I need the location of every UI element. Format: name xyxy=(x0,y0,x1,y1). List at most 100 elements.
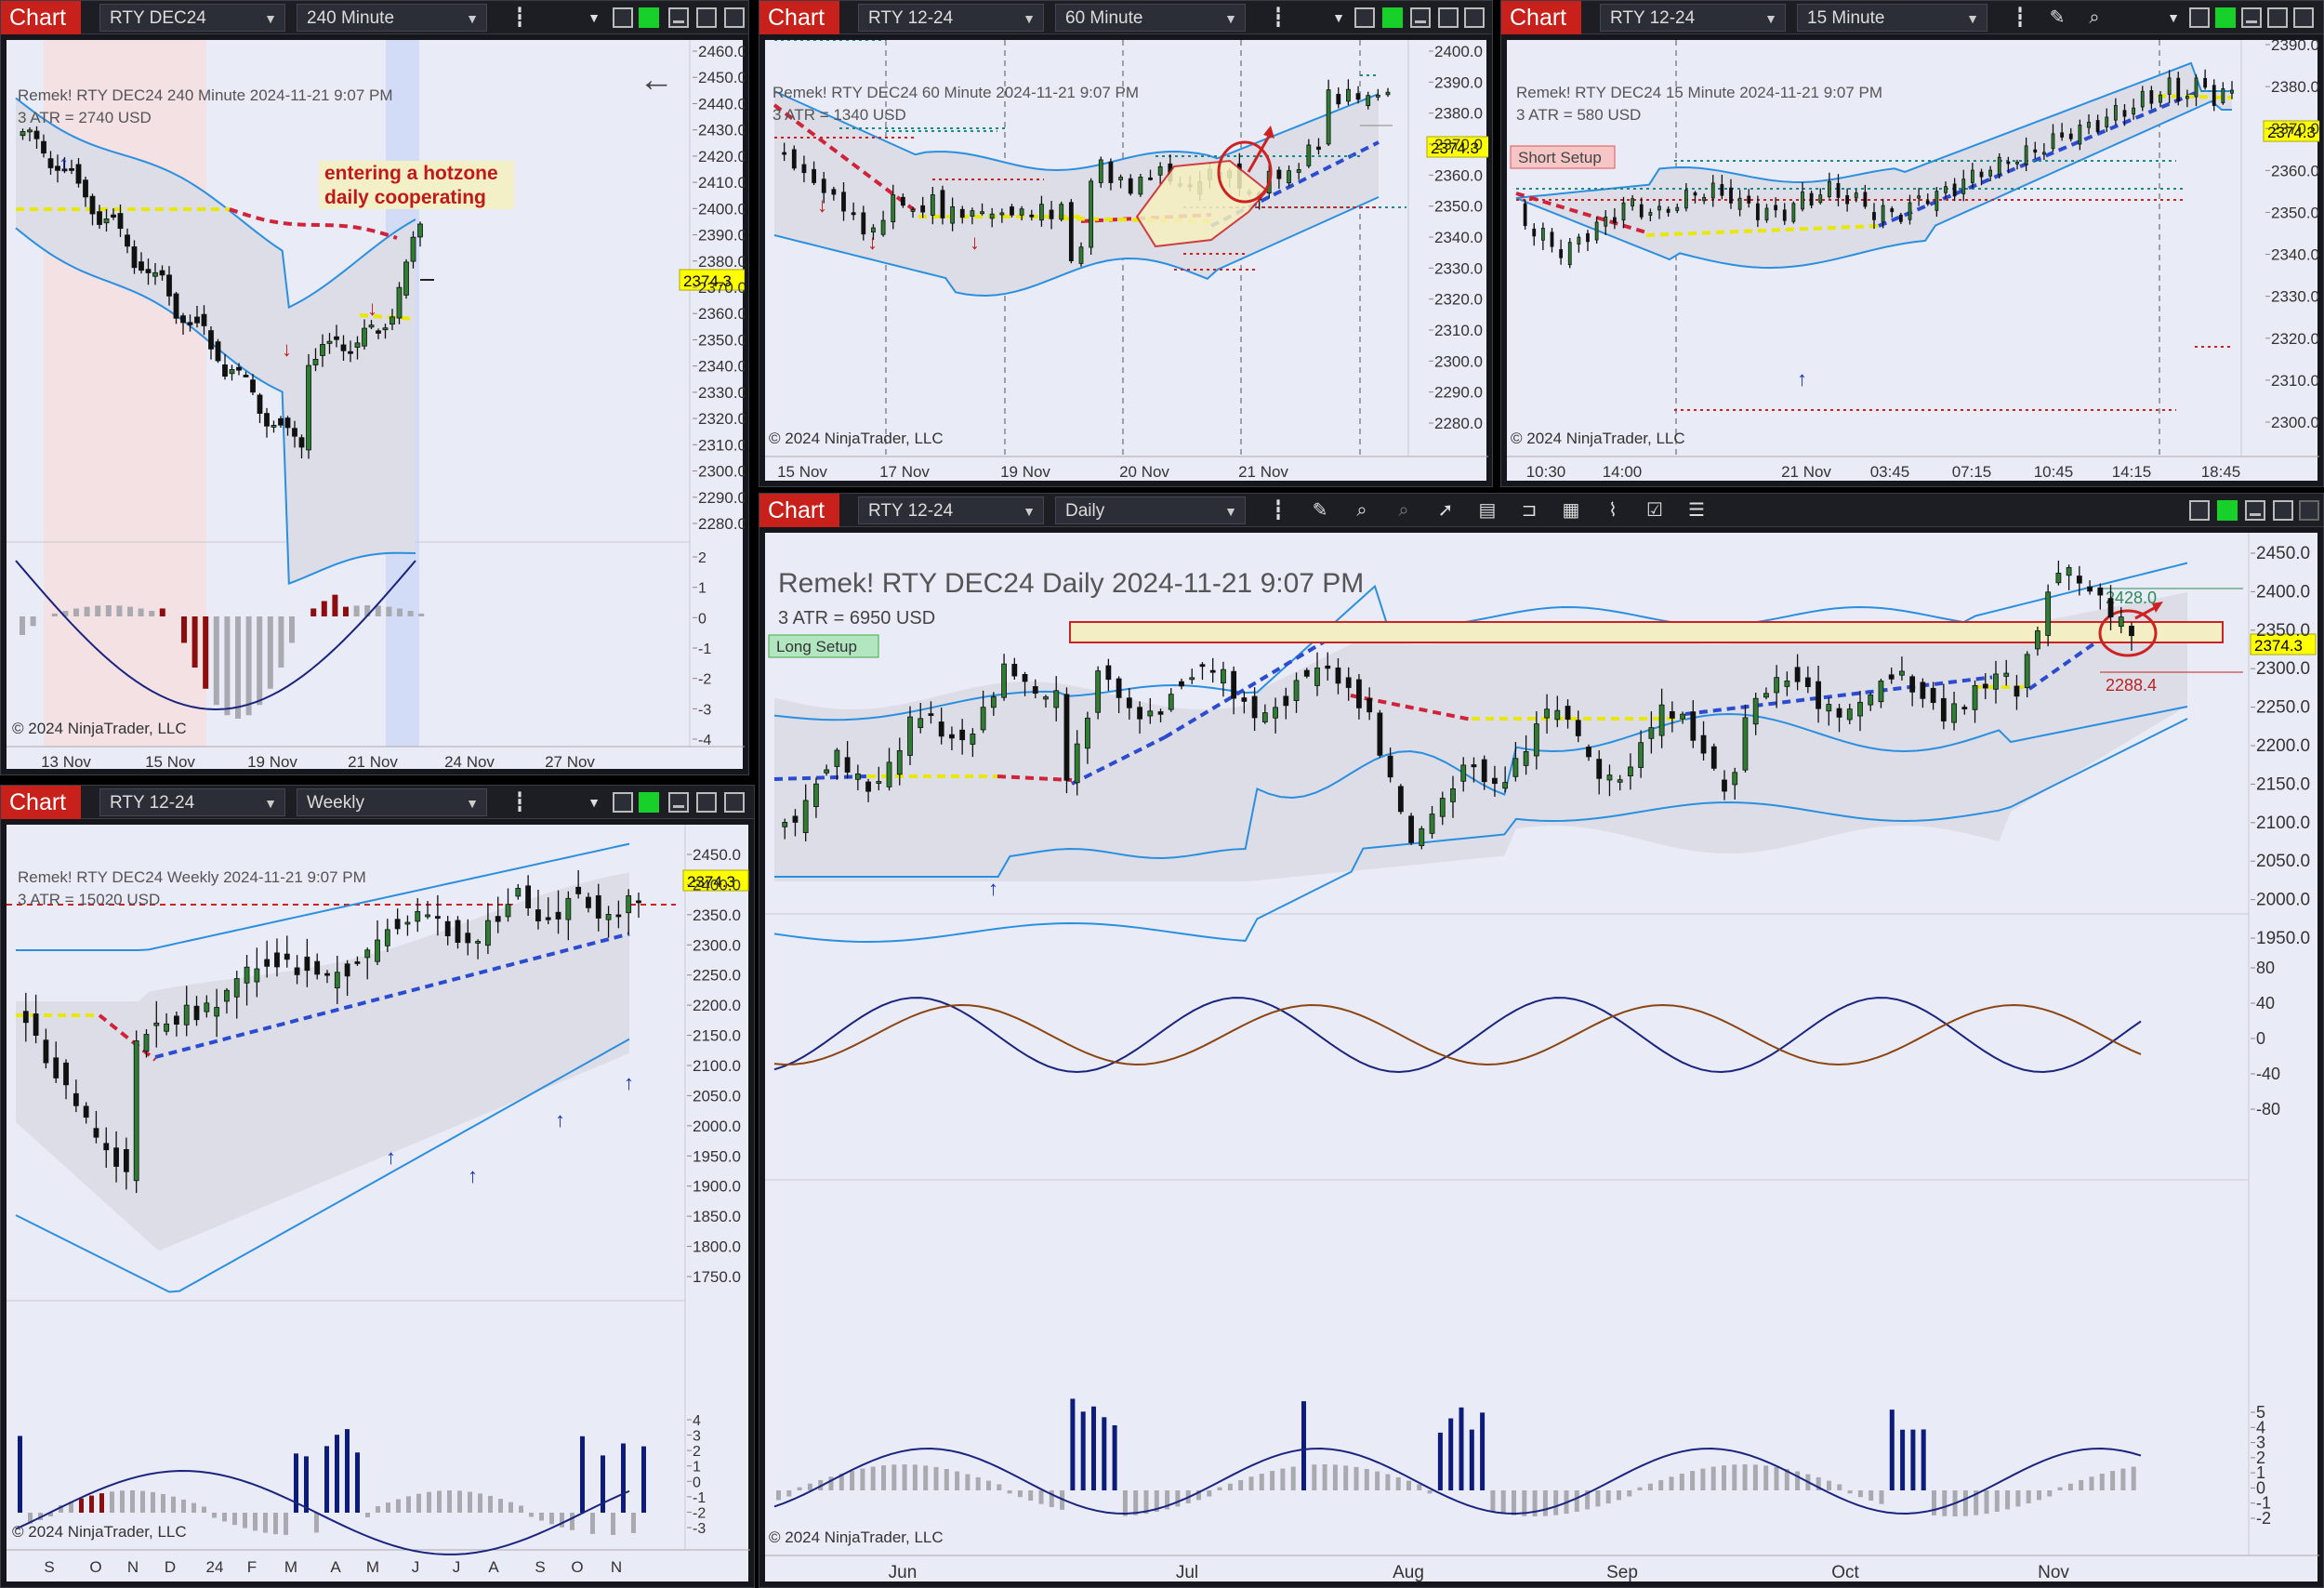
candle-body xyxy=(989,213,995,219)
window-link-button[interactable] xyxy=(2215,7,2236,28)
minimize-button[interactable] xyxy=(1410,7,1431,28)
candle-body xyxy=(103,1143,110,1151)
candle-body xyxy=(886,761,892,787)
minimize-button[interactable] xyxy=(668,7,689,28)
oscillator-bar xyxy=(191,616,198,668)
draw-pencil-icon[interactable]: ✎ xyxy=(2049,7,2066,28)
candle-body xyxy=(813,783,819,808)
dropdown-arrow-icon[interactable]: ▼ xyxy=(2167,10,2180,25)
chart-plot-area[interactable]: 2428.0 2288.4 2374.3 2450.0 2400.0 2350.0 2300… xyxy=(765,533,2319,1582)
chart-plot-area[interactable]: 2374.3 2390.0 2380.0 2370.0 2360.0 2350.0 2340… xyxy=(1507,40,2319,481)
window-tile-button[interactable] xyxy=(613,792,633,813)
strategies-icon[interactable]: ⌇ xyxy=(1608,500,1618,521)
close-button[interactable] xyxy=(724,7,745,28)
chart-menu-button[interactable]: Chart xyxy=(1501,1,1581,34)
data-box-icon[interactable]: ▤ xyxy=(1478,500,1497,521)
dropdown-arrow-icon[interactable]: ▼ xyxy=(1332,10,1345,25)
candle-body xyxy=(1669,710,1675,719)
oscillator-bar xyxy=(776,1490,781,1501)
chart-menu-button[interactable]: Chart xyxy=(759,494,839,527)
candle-body xyxy=(83,1105,89,1118)
candle-body xyxy=(384,929,390,946)
indicators-icon[interactable]: ▦ xyxy=(1562,500,1580,521)
zoom-icon[interactable]: ⌕ xyxy=(2089,7,2100,28)
close-button[interactable] xyxy=(724,792,745,813)
instrument-selector[interactable]: RTY 12-24 ▼ xyxy=(858,4,1044,32)
maximize-button[interactable] xyxy=(2267,7,2288,28)
oscillator-bar xyxy=(127,606,133,616)
window-tile-button[interactable] xyxy=(1354,7,1375,28)
candle-body xyxy=(1628,766,1633,776)
chart-menu-button[interactable]: Chart xyxy=(1,1,81,34)
window-link-button[interactable] xyxy=(639,792,659,813)
instrument-selector[interactable]: RTY 12-24 ▼ xyxy=(99,788,285,816)
minimize-button[interactable] xyxy=(668,792,689,813)
maximize-button[interactable] xyxy=(696,7,717,28)
last-price-tag xyxy=(2263,120,2319,142)
interval-selector[interactable]: Daily ▼ xyxy=(1055,496,1246,524)
close-button[interactable] xyxy=(2293,7,2314,28)
chart-menu-button[interactable]: Chart xyxy=(759,1,839,34)
chart-plot-area[interactable]: 2374.3 2450.0 2400.0 2350.0 2300.0 2250.0 2200… xyxy=(7,825,750,1581)
interval-selector[interactable]: Weekly ▼ xyxy=(297,788,487,816)
candle-body xyxy=(1809,192,1814,206)
candle-body xyxy=(1221,668,1226,684)
dropdown-arrow-icon[interactable]: ▼ xyxy=(588,795,601,810)
zoom-in-icon[interactable]: ⌕ xyxy=(1356,500,1367,521)
draw-pencil-icon[interactable]: ✎ xyxy=(1312,500,1328,521)
maximize-button[interactable] xyxy=(1438,7,1459,28)
instrument-selector[interactable]: RTY 12-24 ▼ xyxy=(858,496,1044,524)
interval-selector[interactable]: 240 Minute ▼ xyxy=(297,4,487,32)
window-tile-button[interactable] xyxy=(613,7,633,28)
window-tile-button[interactable] xyxy=(2189,500,2210,521)
chart-plot-area[interactable]: ↓ ↓ ↓ 2374.3 2400.0 2390.0 2380.0 2370.0 2360.0 2… xyxy=(765,40,1488,481)
oscillator-bar xyxy=(580,1436,585,1513)
bar-type-icon[interactable]: ┇ xyxy=(1272,500,1285,521)
pointer-icon[interactable]: ➚ xyxy=(1437,500,1454,521)
candle-body xyxy=(1621,202,1626,221)
maximize-button[interactable] xyxy=(2273,500,2293,521)
list-icon[interactable]: ☰ xyxy=(1688,500,1705,521)
candle-body xyxy=(1314,667,1320,686)
trend-line-neutral-2 xyxy=(359,313,416,321)
y-tick-label: 2450.0 xyxy=(698,69,745,86)
close-button[interactable] xyxy=(1464,7,1485,28)
minimize-button[interactable] xyxy=(2241,7,2262,28)
oscillator-bar xyxy=(1900,1429,1906,1490)
interval-selector[interactable]: 60 Minute ▼ xyxy=(1055,4,1246,32)
properties-icon[interactable]: ⊐ xyxy=(1521,500,1538,521)
dropdown-arrow-icon[interactable]: ▼ xyxy=(588,10,601,25)
oscillator-bar xyxy=(1238,1479,1244,1490)
bar-type-icon[interactable]: ┇ xyxy=(2014,7,2027,28)
candle-body xyxy=(354,961,361,964)
window-link-button[interactable] xyxy=(2217,500,2238,521)
instrument-selector[interactable]: RTY DEC24 ▼ xyxy=(99,4,285,32)
oscillator-bar xyxy=(590,1513,595,1534)
candle-body xyxy=(362,327,367,347)
oscillator-bar xyxy=(1154,1490,1159,1513)
candle-body xyxy=(1596,759,1603,779)
oscillator-line xyxy=(15,560,416,711)
candle-body xyxy=(201,313,207,326)
bar-type-icon[interactable]: ┇ xyxy=(513,792,526,813)
templates-icon[interactable]: ☑ xyxy=(1646,500,1663,521)
candle-body xyxy=(1377,712,1383,756)
bar-type-icon[interactable]: ┇ xyxy=(513,7,526,28)
candle-body xyxy=(1565,706,1571,721)
candle-body xyxy=(1917,195,1921,199)
window-tile-button[interactable] xyxy=(2189,7,2210,28)
bar-type-icon[interactable]: ┇ xyxy=(1272,7,1285,28)
window-link-button[interactable] xyxy=(1382,7,1403,28)
chart-plot-area[interactable]: 2374.3 2460.0 2450.0 2440.0 2430.0 2420.0 2410… xyxy=(7,40,745,771)
zoom-out-icon[interactable]: ⌕ xyxy=(1398,500,1409,521)
instrument-selector[interactable]: RTY 12-24 ▼ xyxy=(1600,4,1786,32)
interval-selector[interactable]: 15 Minute ▼ xyxy=(1797,4,1987,32)
x-tick-label: 13 Nov xyxy=(41,753,91,771)
oscillator-bar xyxy=(263,1513,268,1533)
window-link-button[interactable] xyxy=(639,7,659,28)
oscillator-bar xyxy=(1375,1471,1380,1490)
close-button[interactable] xyxy=(2299,500,2319,521)
minimize-button[interactable] xyxy=(2245,500,2265,521)
chart-menu-button[interactable]: Chart xyxy=(1,786,81,819)
maximize-button[interactable] xyxy=(696,792,717,813)
